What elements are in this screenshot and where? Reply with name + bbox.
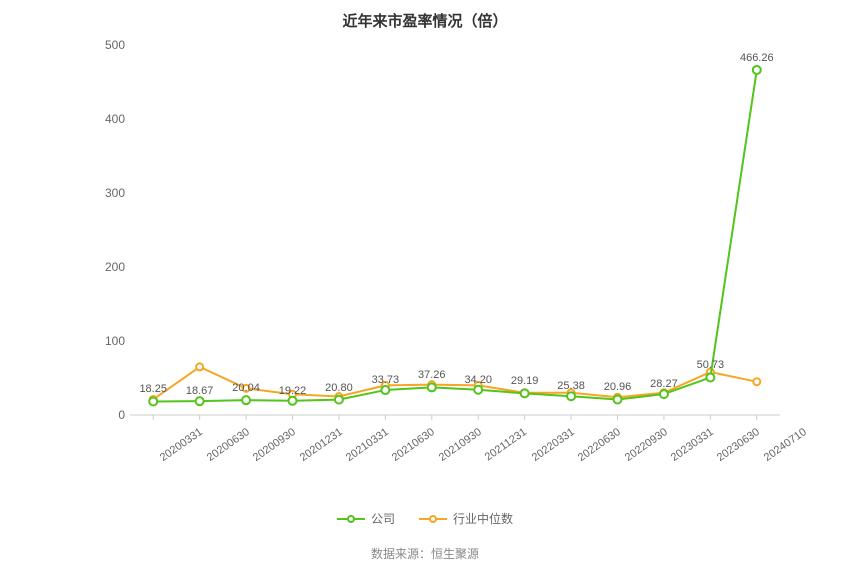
data-point-label: 20.96 — [604, 381, 632, 393]
x-tick-label: 20201231 — [297, 426, 344, 464]
y-tick-label: 400 — [105, 112, 125, 126]
x-tick-label: 20230331 — [669, 426, 716, 464]
series-marker — [753, 66, 761, 74]
series-marker — [614, 395, 622, 403]
chart-title: 近年来市盈率情况（倍） — [0, 10, 850, 31]
series-marker — [753, 378, 760, 385]
data-point-label: 20.80 — [325, 382, 353, 394]
data-point-label: 19.22 — [279, 385, 307, 397]
x-tick-label: 20240710 — [762, 426, 809, 464]
plot-area: 18.25 18.67 20.04 19.22 20.80 33.73 37.26 34.20… — [130, 45, 780, 415]
data-point-label: 18.67 — [186, 385, 214, 397]
x-tick-label: 20210930 — [437, 426, 484, 464]
legend: 公司 行业中位数 — [0, 510, 850, 530]
data-point-label: 18.25 — [139, 383, 167, 395]
y-axis: 0100200300400500 — [95, 45, 125, 415]
data-point-label: 50.73 — [697, 359, 725, 371]
x-tick-label: 20200630 — [204, 426, 251, 464]
series-marker — [381, 386, 389, 394]
data-point-label: 28.27 — [650, 378, 678, 390]
data-point-label: 29.19 — [511, 375, 539, 387]
y-tick-label: 200 — [105, 260, 125, 274]
pe-ratio-chart: 近年来市盈率情况（倍） 0 100 200 300 400 500 18.25 18.67 2… — [0, 0, 850, 575]
series-marker — [521, 389, 529, 397]
data-point-label: 25.38 — [557, 380, 585, 392]
data-point-label: 466.26 — [740, 52, 774, 64]
y-tick-label: 300 — [105, 186, 125, 200]
legend-marker-icon — [337, 513, 365, 525]
series-marker — [196, 397, 204, 405]
legend-label: 行业中位数 — [453, 510, 513, 527]
series-marker — [706, 373, 714, 381]
data-source-text: 数据来源：恒生聚源 — [0, 545, 850, 562]
series-marker — [289, 397, 297, 405]
legend-item[interactable]: 行业中位数 — [419, 510, 513, 527]
series-marker — [242, 396, 250, 404]
x-tick-label: 20220331 — [529, 426, 576, 464]
legend-marker-icon — [419, 513, 447, 525]
x-tick-label: 20220630 — [576, 426, 623, 464]
series-marker — [567, 392, 575, 400]
x-tick-label: 20200930 — [251, 426, 298, 464]
y-tick-label: 0 — [118, 408, 125, 422]
x-tick-label: 20200331 — [158, 426, 205, 464]
x-tick-label: 20210630 — [390, 426, 437, 464]
series-marker — [660, 390, 668, 398]
y-tick-label: 100 — [105, 334, 125, 348]
legend-item[interactable]: 公司 — [337, 510, 395, 527]
data-point-label: 34.20 — [464, 374, 492, 386]
y-tick-label: 500 — [105, 38, 125, 52]
series-marker — [474, 386, 482, 394]
data-point-label: 37.26 — [418, 369, 446, 381]
legend-label: 公司 — [371, 510, 395, 527]
series-marker — [428, 383, 436, 391]
data-point-label: 20.04 — [232, 382, 260, 394]
x-tick-label: 20230630 — [715, 426, 762, 464]
series-marker — [196, 363, 203, 370]
series-marker — [335, 396, 343, 404]
x-tick-label: 20210331 — [344, 426, 391, 464]
series-marker — [149, 397, 157, 405]
series-line — [153, 70, 757, 402]
chart-svg — [130, 45, 780, 423]
x-tick-label: 20220930 — [622, 426, 669, 464]
data-point-label: 33.73 — [372, 374, 400, 386]
x-axis: 2020033120200630202009302020123120210331… — [130, 420, 780, 490]
x-tick-label: 20211231 — [483, 426, 529, 463]
